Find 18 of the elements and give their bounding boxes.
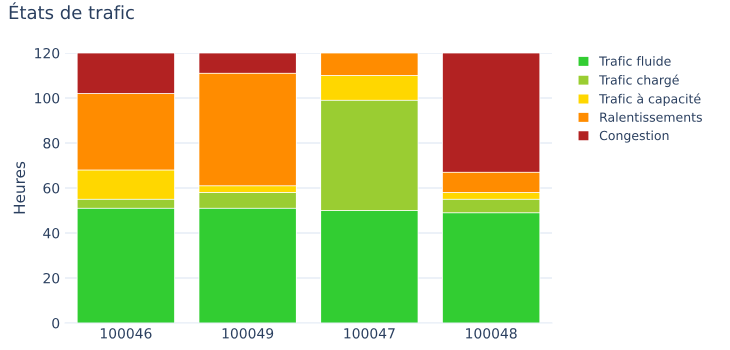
y-tick-label: 120 bbox=[35, 48, 60, 58]
legend-label: Ralentissements bbox=[600, 112, 702, 122]
x-tick-label: 100047 bbox=[344, 328, 395, 339]
legend-label: Trafic à capacité bbox=[599, 93, 700, 106]
x-tick-label: 100046 bbox=[100, 328, 152, 339]
x-tick-label: 100049 bbox=[222, 328, 274, 339]
legend-label: Trafic fluide bbox=[599, 56, 671, 66]
y-tick-label: 100 bbox=[35, 92, 60, 104]
y-tick-label: 40 bbox=[43, 228, 60, 238]
y-axis-title: Heures bbox=[14, 162, 26, 214]
legend-label: Congestion bbox=[600, 130, 668, 143]
y-tick-label: 0 bbox=[52, 318, 60, 328]
x-tick-label: 100048 bbox=[466, 328, 517, 339]
y-tick-label: 60 bbox=[43, 182, 60, 194]
y-tick-label: 80 bbox=[43, 138, 60, 148]
legend-label: Trafic chargé bbox=[599, 74, 679, 88]
y-tick-label: 20 bbox=[43, 272, 60, 284]
chart-title: États de trafic bbox=[10, 2, 134, 20]
